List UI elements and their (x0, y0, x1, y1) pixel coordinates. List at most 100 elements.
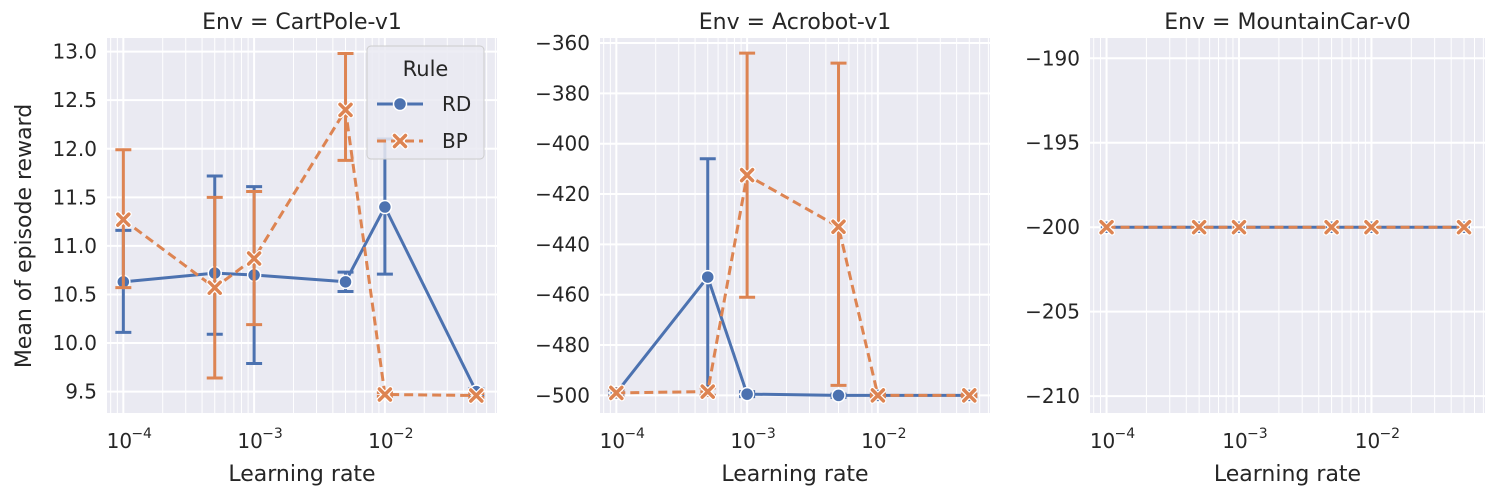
data-point-stroke (831, 219, 846, 235)
data-point (337, 101, 355, 119)
y-tick-label: −205 (1025, 300, 1080, 324)
y-tick-label: −380 (535, 81, 590, 105)
data-point (738, 166, 756, 184)
x-tick-exponent: −3 (1247, 426, 1268, 442)
data-point-stroke (116, 212, 131, 227)
data-point (699, 383, 717, 401)
legend-title: Rule (403, 57, 449, 81)
y-tick-label: −360 (535, 31, 590, 55)
data-point (700, 269, 715, 285)
legend-label: RD (442, 92, 471, 116)
y-tick-label: −420 (535, 182, 590, 206)
y-tick-label: −460 (535, 283, 590, 307)
data-point-stroke (962, 388, 977, 403)
data-point-stroke (246, 251, 262, 266)
data-point-stroke (1231, 219, 1247, 235)
data-point (1323, 218, 1341, 236)
data-point-stroke (1364, 219, 1379, 235)
panel-3-title: Env = MountainCar-v0 (1164, 10, 1411, 35)
legend-marker (392, 96, 408, 112)
y-tick-label: −210 (1025, 384, 1080, 408)
data-point-stroke (870, 388, 886, 403)
x-tick-label: 10 (1090, 429, 1115, 453)
data-point-stroke (1324, 219, 1339, 235)
y-tick-label: −195 (1025, 131, 1080, 155)
data-point-stroke (377, 387, 393, 402)
x-tick-exponent: −2 (393, 426, 414, 442)
data-point (377, 199, 393, 215)
legend: Rule RD BP (366, 45, 485, 160)
panel-1-x-axis-label: Learning rate (228, 462, 375, 487)
panel-2-x-axis-label: Learning rate (721, 462, 868, 487)
x-tick-exponent: −4 (1115, 426, 1136, 442)
data-point (1098, 218, 1116, 236)
data-point (114, 211, 132, 229)
y-tick-label: 12.5 (52, 88, 97, 112)
legend-box (366, 45, 485, 160)
data-point (960, 386, 978, 404)
data-point (338, 274, 353, 290)
x-tick-exponent: −4 (624, 426, 645, 442)
y-axis-label: Mean of episode reward (12, 104, 37, 368)
x-tick-label: 10 (600, 429, 625, 453)
data-point-stroke (1099, 219, 1114, 235)
y-tick-label: 13.0 (52, 40, 97, 64)
panel-2-plot-area (600, 38, 990, 413)
data-point-stroke (207, 280, 222, 295)
data-point (607, 384, 625, 402)
data-point (467, 387, 485, 405)
legend-marker (391, 132, 409, 150)
panel-1: 10 −4 10 −3 10 −29.510.010.511.011.512.012.51… (52, 10, 497, 487)
y-tick-label: 9.5 (65, 380, 97, 404)
x-tick-label: 10 (368, 429, 393, 453)
x-tick-exponent: −3 (755, 426, 776, 442)
data-point-stroke (609, 385, 624, 401)
series-bp (114, 52, 485, 405)
y-tick-label: 12.0 (52, 137, 97, 161)
y-tick-label: 11.5 (52, 185, 97, 209)
x-tick-exponent: −2 (886, 426, 907, 442)
panel-1-title: Env = CartPole-v1 (202, 10, 402, 35)
y-tick-label: 11.0 (52, 234, 97, 258)
data-point (376, 386, 394, 404)
x-tick-label: 10 (237, 429, 262, 453)
data-point (1455, 218, 1473, 236)
y-tick-label: 10.0 (52, 331, 97, 355)
panel-3-plot-area (1090, 38, 1485, 413)
legend-label: BP (442, 129, 468, 153)
x-tick-exponent: −4 (131, 426, 152, 442)
x-tick-label: 10 (861, 429, 886, 453)
data-point-stroke (700, 384, 715, 399)
y-tick-label: −480 (535, 333, 590, 357)
data-point (739, 386, 755, 402)
data-point-stroke (739, 167, 755, 183)
series-bp-line (616, 173, 970, 397)
x-tick-exponent: −3 (262, 426, 283, 442)
y-tick-label: −500 (535, 383, 590, 407)
data-point (869, 386, 887, 404)
series-bp (1098, 218, 1473, 236)
data-point-stroke (1191, 219, 1207, 235)
data-point-stroke (338, 102, 353, 118)
y-tick-label: 10.5 (52, 282, 97, 306)
y-tick-label: −400 (535, 132, 590, 156)
x-tick-label: 10 (1355, 429, 1380, 453)
data-point (1362, 218, 1380, 236)
data-point (245, 250, 263, 268)
data-point (830, 218, 848, 236)
series-rd-line (123, 205, 478, 393)
data-point-stroke (1456, 219, 1472, 235)
x-tick-label: 10 (107, 429, 132, 453)
data-point (1230, 218, 1248, 236)
panels: 10 −4 10 −3 10 −29.510.010.511.011.512.012.51… (52, 10, 1485, 487)
data-point (1190, 218, 1208, 236)
panel-3-x-axis-label: Learning rate (1214, 462, 1361, 487)
panel-2: 10 −4 10 −3 10 −2−500−480−460−440−420−400−380… (535, 10, 990, 487)
x-tick-exponent: −2 (1379, 426, 1400, 442)
y-tick-label: −200 (1025, 215, 1080, 239)
legend-marker-stroke (392, 133, 408, 149)
data-point (206, 279, 224, 297)
y-tick-label: −440 (535, 232, 590, 256)
